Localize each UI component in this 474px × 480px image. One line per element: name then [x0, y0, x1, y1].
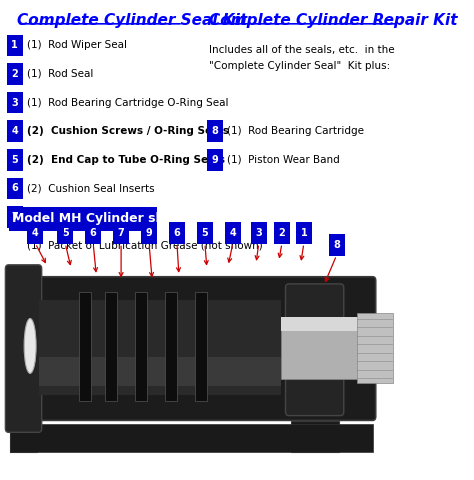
FancyBboxPatch shape [7, 178, 23, 199]
FancyBboxPatch shape [105, 292, 117, 401]
Text: 6: 6 [90, 228, 97, 238]
FancyBboxPatch shape [135, 292, 147, 401]
FancyBboxPatch shape [274, 222, 290, 243]
Ellipse shape [24, 319, 36, 373]
FancyBboxPatch shape [79, 292, 91, 401]
FancyBboxPatch shape [7, 35, 23, 56]
Text: 5: 5 [201, 228, 208, 238]
Text: 3: 3 [255, 228, 262, 238]
Text: Complete Cylinder Repair Kit: Complete Cylinder Repair Kit [209, 13, 457, 28]
Text: (2)  Cushion Seal Inserts: (2) Cushion Seal Inserts [27, 183, 155, 193]
Text: "Complete Cylinder Seal"  Kit plus:: "Complete Cylinder Seal" Kit plus: [209, 61, 390, 71]
Text: 4: 4 [229, 228, 236, 238]
FancyBboxPatch shape [12, 277, 376, 420]
Text: 5: 5 [62, 228, 69, 238]
FancyBboxPatch shape [165, 292, 177, 401]
Text: 7: 7 [11, 212, 18, 222]
FancyBboxPatch shape [197, 222, 213, 243]
Text: (2)  Piston U-Cup Seals: (2) Piston U-Cup Seals [27, 212, 146, 222]
FancyBboxPatch shape [10, 421, 37, 452]
FancyBboxPatch shape [328, 234, 345, 255]
Text: (1)  Rod Bearing Cartridge O-Ring Seal: (1) Rod Bearing Cartridge O-Ring Seal [27, 97, 229, 108]
FancyBboxPatch shape [296, 222, 312, 243]
FancyBboxPatch shape [207, 120, 223, 142]
FancyBboxPatch shape [281, 317, 371, 331]
FancyBboxPatch shape [195, 292, 207, 401]
Text: 1: 1 [11, 40, 18, 50]
Text: Complete Cylinder Seal Kit: Complete Cylinder Seal Kit [18, 13, 247, 28]
FancyBboxPatch shape [9, 207, 157, 231]
FancyBboxPatch shape [7, 206, 23, 228]
Text: 8: 8 [333, 240, 340, 250]
FancyBboxPatch shape [57, 222, 73, 243]
Text: 4: 4 [32, 228, 39, 238]
FancyBboxPatch shape [357, 312, 393, 383]
Text: (1)  Piston Wear Band: (1) Piston Wear Band [227, 155, 339, 165]
Text: 4: 4 [11, 126, 18, 136]
Text: 9: 9 [146, 228, 153, 238]
Text: 2: 2 [11, 69, 18, 79]
FancyBboxPatch shape [39, 300, 281, 395]
Text: 8: 8 [211, 126, 219, 136]
FancyBboxPatch shape [207, 149, 223, 170]
FancyBboxPatch shape [85, 222, 101, 243]
Text: 2: 2 [279, 228, 285, 238]
FancyBboxPatch shape [27, 222, 43, 243]
Text: 6: 6 [11, 183, 18, 193]
FancyBboxPatch shape [7, 63, 23, 84]
Text: 7: 7 [118, 228, 125, 238]
Text: (1)  Rod Wiper Seal: (1) Rod Wiper Seal [27, 40, 128, 50]
Text: 3: 3 [11, 97, 18, 108]
FancyBboxPatch shape [7, 92, 23, 113]
FancyBboxPatch shape [285, 284, 344, 416]
Text: 9: 9 [211, 155, 218, 165]
Text: Includes all of the seals, etc.  in the: Includes all of the seals, etc. in the [209, 45, 394, 55]
FancyBboxPatch shape [5, 265, 42, 432]
Text: (1)  Rod Bearing Cartridge: (1) Rod Bearing Cartridge [227, 126, 364, 136]
Text: (1)  Rod Seal: (1) Rod Seal [27, 69, 94, 79]
FancyBboxPatch shape [169, 222, 185, 243]
FancyBboxPatch shape [251, 222, 267, 243]
Text: (2)  Cushion Screws / O-Ring Seals: (2) Cushion Screws / O-Ring Seals [27, 126, 229, 136]
FancyBboxPatch shape [7, 120, 23, 142]
Text: 5: 5 [11, 155, 18, 165]
FancyBboxPatch shape [7, 149, 23, 170]
FancyBboxPatch shape [39, 357, 281, 385]
FancyBboxPatch shape [10, 424, 374, 452]
Text: (1)  Packet of Lubrication Grease (not shown): (1) Packet of Lubrication Grease (not sh… [27, 241, 263, 251]
FancyBboxPatch shape [225, 222, 241, 243]
Text: 6: 6 [173, 228, 180, 238]
FancyBboxPatch shape [141, 222, 157, 243]
FancyBboxPatch shape [281, 317, 371, 379]
Text: 1: 1 [301, 228, 307, 238]
Text: (2)  End Cap to Tube O-Ring Seals: (2) End Cap to Tube O-Ring Seals [27, 155, 225, 165]
FancyBboxPatch shape [113, 222, 129, 243]
FancyBboxPatch shape [291, 421, 338, 452]
Text: Model MH Cylinder shown:: Model MH Cylinder shown: [12, 212, 199, 225]
